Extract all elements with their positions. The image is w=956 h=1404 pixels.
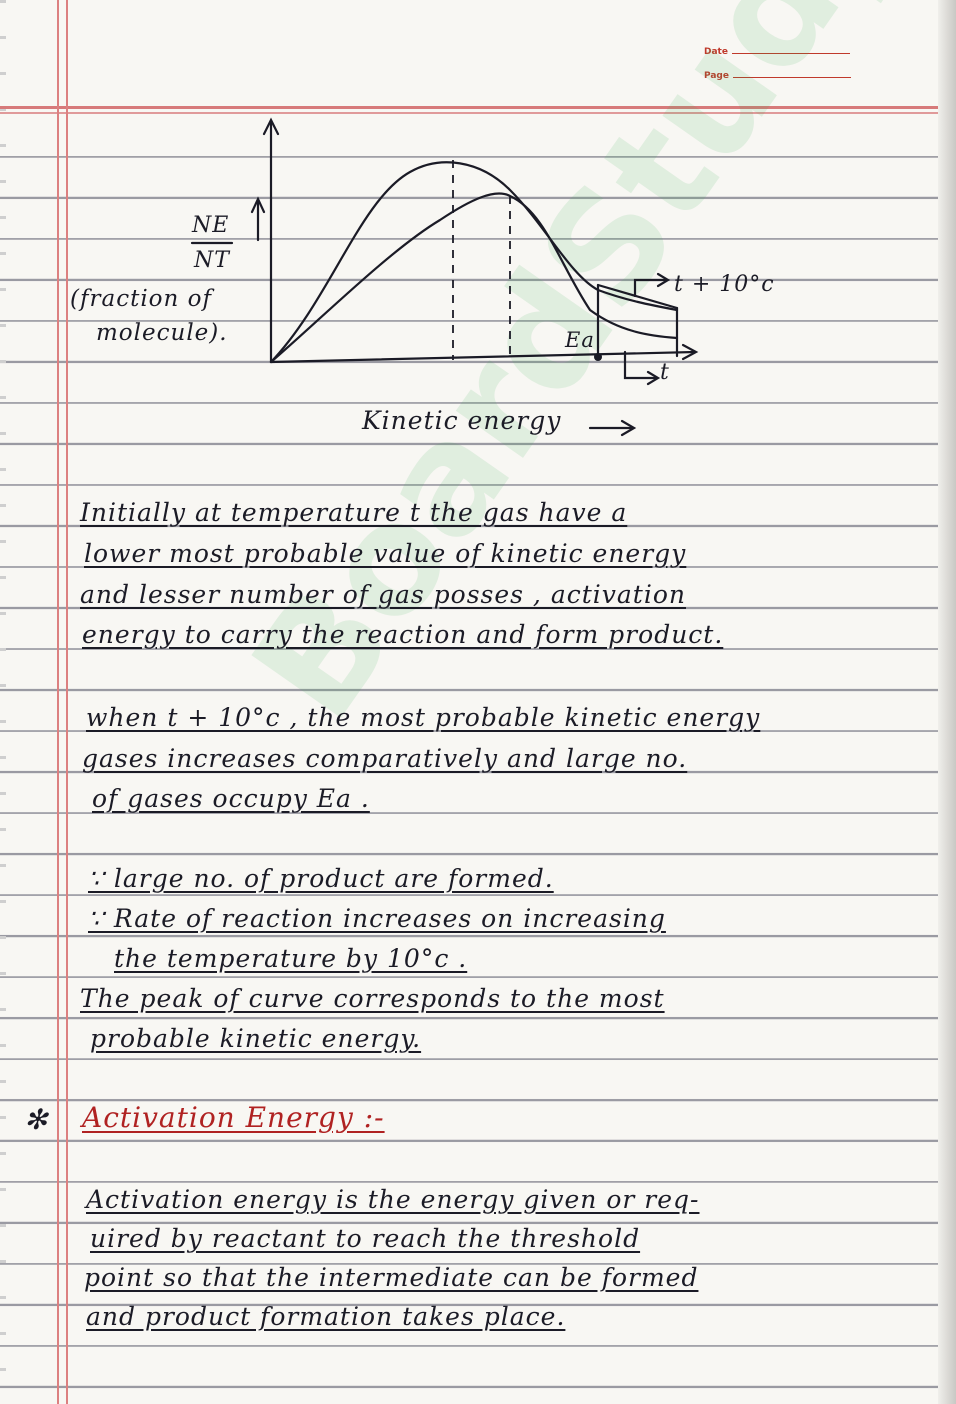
date-blank [731, 53, 850, 54]
page-edge [938, 0, 956, 1404]
top-margin-rule-secondary [0, 112, 956, 114]
asterisk-bullet: ✻ [24, 1103, 49, 1136]
t10-pointer [633, 278, 667, 298]
page-field: Page [704, 71, 851, 81]
section-heading: Activation Energy :- [82, 1101, 385, 1134]
y-label-numerator: NE [192, 213, 230, 238]
peak-note-line-1: The peak of curve corresponds to the mos… [80, 984, 665, 1013]
point-2-line-1: ∵ Rate of reaction increases on increasi… [88, 904, 666, 933]
date-label: Date [704, 47, 728, 57]
ylabel-arrowhead [250, 196, 266, 214]
point-2-line-2: the temperature by 10°c . [114, 944, 468, 973]
t-pointer [623, 350, 657, 380]
ea-point [594, 353, 602, 361]
x-axis [269, 350, 697, 364]
left-margin-rule [57, 0, 59, 1404]
definition-line-3: point so that the intermediate can be fo… [84, 1263, 699, 1292]
date-field: Date [704, 47, 850, 57]
y-label-line-2: molecule). [96, 320, 228, 346]
t10-pointer-head [656, 272, 671, 288]
x-axis-arrowhead [681, 343, 699, 361]
definition-line-1: Activation energy is the energy given or… [86, 1185, 700, 1214]
y-label-line-1: (fraction of [70, 286, 213, 312]
peak-note-line-2: probable kinetic energy. [90, 1024, 422, 1053]
xlabel-arrowhead [620, 419, 637, 437]
ea-label: Ea [565, 328, 595, 352]
shaded-region-top [596, 283, 679, 310]
para1-line-4: energy to carry the reaction and form pr… [82, 620, 724, 649]
point-1: ∵ large no. of product are formed. [88, 864, 554, 893]
para2-line-3: of gases occupy Ea . [92, 784, 370, 813]
definition-line-2: uired by reactant to reach the threshold [90, 1224, 641, 1253]
para1-line-3: and lesser number of gas posses , activa… [80, 580, 686, 609]
left-margin-rule-secondary [66, 0, 68, 1404]
curve-t-plus-10 [269, 161, 679, 364]
page-header-area [0, 0, 956, 108]
definition-line-4: and product formation takes place. [86, 1302, 566, 1331]
maxwell-distribution-diagram [190, 117, 699, 437]
binding-holes [0, 0, 6, 1404]
t-pointer-head [646, 370, 661, 386]
y-label-denominator: NT [194, 248, 230, 273]
page-blank [732, 77, 851, 78]
para2-line-2: gases increases comparatively and large … [82, 744, 688, 773]
top-margin-rule [0, 106, 956, 109]
curve-t [269, 192, 679, 364]
para1-line-1: Initially at temperature t the gas have … [80, 498, 628, 527]
t-plus-10-label: t + 10°c [674, 272, 775, 297]
para2-line-1: when t + 10°c , the most probable kineti… [86, 703, 761, 732]
y-axis-arrowhead [262, 117, 280, 136]
x-axis-label: Kinetic energy [362, 406, 562, 435]
page-label: Page [704, 71, 729, 81]
t-label: t [660, 360, 670, 385]
para1-line-2: lower most probable value of kinetic ene… [84, 539, 687, 568]
